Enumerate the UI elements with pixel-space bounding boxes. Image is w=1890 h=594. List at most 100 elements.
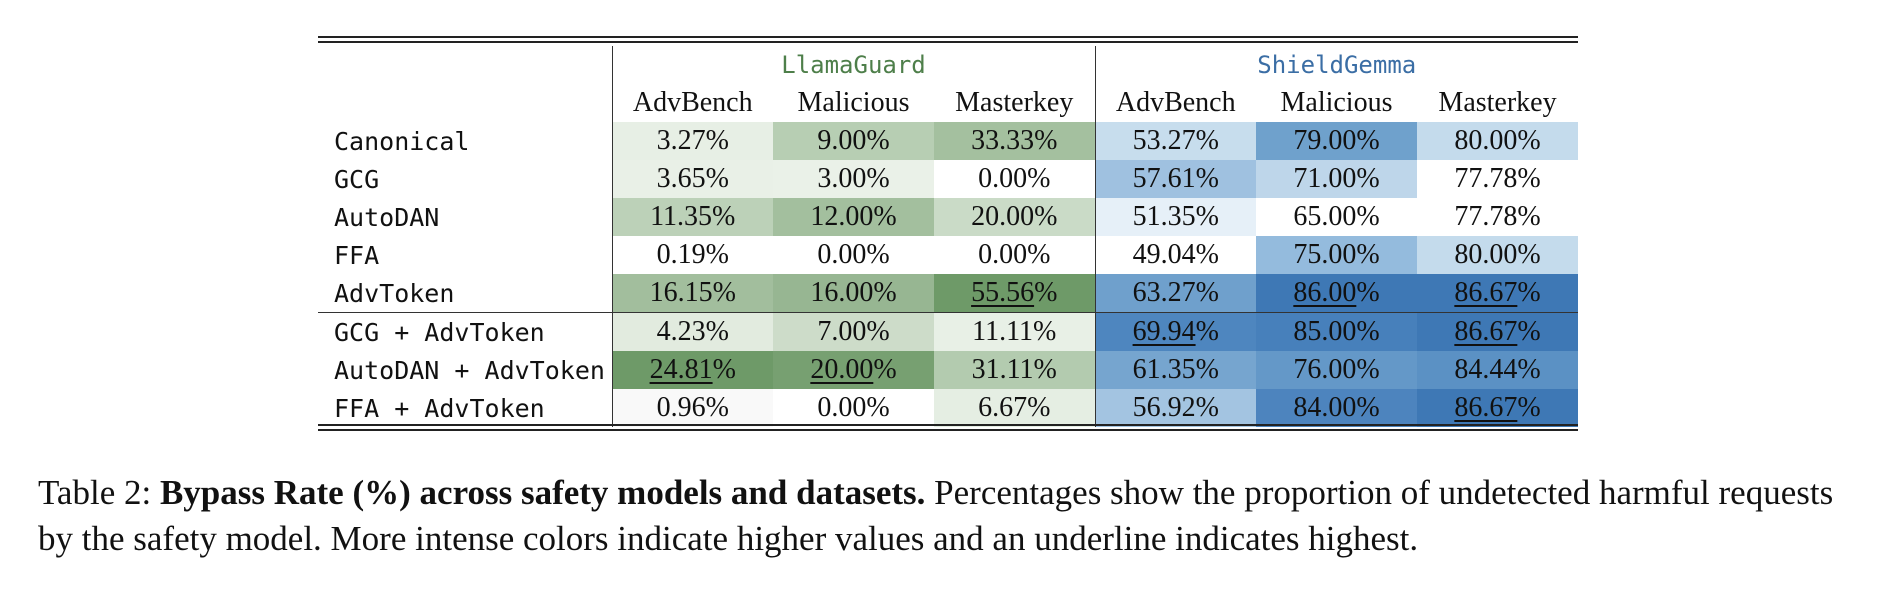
value-cell: 84.00% [1256,389,1417,427]
value-cell: 9.00% [773,122,934,160]
table-row: AutoDAN 11.35% 12.00% 20.00% 51.35% 65.00% 77.… [318,198,1579,236]
column-header-row: AdvBench Malicious Masterkey AdvBench Ma… [318,84,1578,122]
value-text: 20.00% [971,201,1058,232]
value-cell: 31.11% [934,351,1095,389]
column-header: AdvBench [1094,84,1256,122]
value-cell: 0.00% [934,236,1095,274]
value-text: 79.00% [1293,125,1380,156]
column-header: AdvBench [611,84,773,122]
value-cell: 7.00% [773,312,934,351]
percent-sign: % [1356,277,1380,308]
method-cell: FFA + AdvToken [334,393,545,423]
value-text: 86.67 [1454,316,1518,347]
method-cell: AdvToken [318,274,612,313]
value-cell: 77.78% [1417,160,1579,198]
value-text: 86.67 [1454,277,1518,308]
caption-bold: Bypass Rate (%) across safety models and… [159,473,926,512]
column-header: Masterkey [1438,87,1557,118]
method-cell: GCG [334,164,380,194]
value-text: 51.35% [1132,201,1219,232]
table-body: Canonical 3.27% 9.00% 33.33% 53.27% 79.00% 80.… [318,122,1579,427]
value-cell: 77.78% [1417,198,1579,236]
value-cell: 0.00% [934,160,1095,198]
bottom-rule-2 [318,429,1578,431]
value-cell: 4.23% [611,312,773,351]
value-text: 24.81 [649,354,713,385]
value-text: 16.15% [649,277,736,308]
value-cell: 65.00% [1256,198,1417,236]
group-header-shieldgemma: ShieldGemma [1094,46,1579,84]
value-cell: 0.00% [773,389,934,427]
method-cell: GCG + AdvToken [334,317,545,347]
value-text: 6.67% [978,392,1051,423]
value-cell: 33.33% [934,122,1095,160]
value-cell: 55.56% [934,274,1095,313]
value-text: 61.35% [1132,354,1219,385]
value-cell: 80.00% [1417,236,1579,274]
value-cell: 84.44% [1417,351,1579,389]
value-text: 86.67 [1454,392,1518,423]
value-text: 77.78% [1454,201,1541,232]
value-cell: 53.27% [1094,122,1256,160]
value-text: 7.00% [817,316,890,347]
value-cell: 49.04% [1094,236,1256,274]
method-cell: AutoDAN + AdvToken [334,355,605,385]
value-text: 75.00% [1293,239,1380,270]
method-cell: FFA [334,240,380,270]
value-cell: 0.00% [773,236,934,274]
value-text: 3.00% [817,163,890,194]
value-text: 69.94 [1132,316,1196,347]
value-cell: 85.00% [1256,312,1417,351]
group-header-row: LlamaGuard ShieldGemma [318,46,1579,84]
method-cell: Canonical [334,126,470,156]
value-text: 31.11% [971,354,1057,385]
corner-cell [318,46,612,84]
bottom-rule-1 [318,424,1578,426]
value-cell: 11.11% [934,312,1095,351]
value-text: 16.00% [810,277,897,308]
value-cell: 51.35% [1094,198,1256,236]
value-text: 9.00% [817,125,890,156]
caption-rest: Percentages show the proportion of undet… [38,473,1834,558]
value-cell: 69.94% [1094,312,1256,351]
value-text: 86.00 [1293,277,1357,308]
value-text: 0.96% [656,392,729,423]
table-caption: Table 2: Bypass Rate (%) across safety m… [38,470,1868,562]
value-cell: 3.65% [611,160,773,198]
top-rule-1 [318,36,1578,38]
value-cell: 76.00% [1256,351,1417,389]
percent-sign: % [1195,316,1219,347]
value-cell: 16.15% [611,274,773,313]
table-row: FFA 0.19% 0.00% 0.00% 49.04% 75.00% 80.00% [318,236,1579,274]
value-text: 56.92% [1132,392,1219,423]
results-table: LlamaGuard ShieldGemma AdvBench Maliciou… [318,46,1579,427]
value-text: 0.00% [817,392,890,423]
table-row: FFA + AdvToken 0.96% 0.00% 6.67% 56.92% 84.00… [318,389,1579,427]
value-text: 80.00% [1454,125,1541,156]
value-text: 0.00% [817,239,890,270]
value-text: 4.23% [656,316,729,347]
value-text: 84.44% [1454,354,1541,385]
value-cell: 75.00% [1256,236,1417,274]
value-cell: 71.00% [1256,160,1417,198]
value-cell: 57.61% [1094,160,1256,198]
value-text: 3.65% [656,163,729,194]
table-row: GCG + AdvToken 4.23% 7.00% 11.11% 69.94% 85.0… [318,312,1579,351]
value-text: 12.00% [810,201,897,232]
value-cell: 24.81% [611,351,773,389]
caption-prefix: Table 2: [38,473,160,512]
value-cell: 12.00% [773,198,934,236]
value-cell: 16.00% [773,274,934,313]
value-cell: 80.00% [1417,122,1579,160]
method-cell: AutoDAN [334,202,440,232]
value-cell: 86.67% [1417,312,1579,351]
value-text: 3.27% [656,125,729,156]
group-header-llamaguard: LlamaGuard [611,46,1095,84]
percent-sign: % [873,354,897,385]
value-cell: 3.27% [611,122,773,160]
top-rule-2 [318,41,1578,43]
value-cell: 11.35% [611,198,773,236]
value-text: 20.00 [810,354,874,385]
value-cell: 3.00% [773,160,934,198]
table-row: AdvToken 16.15% 16.00% 55.56% 63.27% 86.00% 86… [318,274,1579,313]
